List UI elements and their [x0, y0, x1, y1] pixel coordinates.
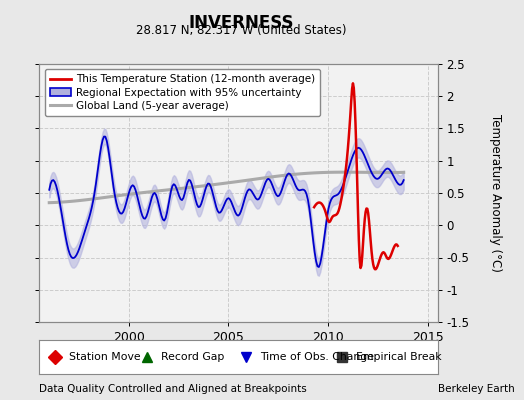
Text: Record Gap: Record Gap	[161, 352, 224, 362]
Text: 28.817 N, 82.317 W (United States): 28.817 N, 82.317 W (United States)	[136, 24, 346, 37]
Y-axis label: Temperature Anomaly (°C): Temperature Anomaly (°C)	[489, 114, 502, 272]
Text: Data Quality Controlled and Aligned at Breakpoints: Data Quality Controlled and Aligned at B…	[39, 384, 307, 394]
Text: Time of Obs. Change: Time of Obs. Change	[260, 352, 374, 362]
Text: INVERNESS: INVERNESS	[188, 14, 294, 32]
Text: Empirical Break: Empirical Break	[356, 352, 442, 362]
Text: Station Move: Station Move	[69, 352, 141, 362]
Legend: This Temperature Station (12-month average), Regional Expectation with 95% uncer: This Temperature Station (12-month avera…	[45, 69, 320, 116]
Text: Berkeley Earth: Berkeley Earth	[438, 384, 514, 394]
